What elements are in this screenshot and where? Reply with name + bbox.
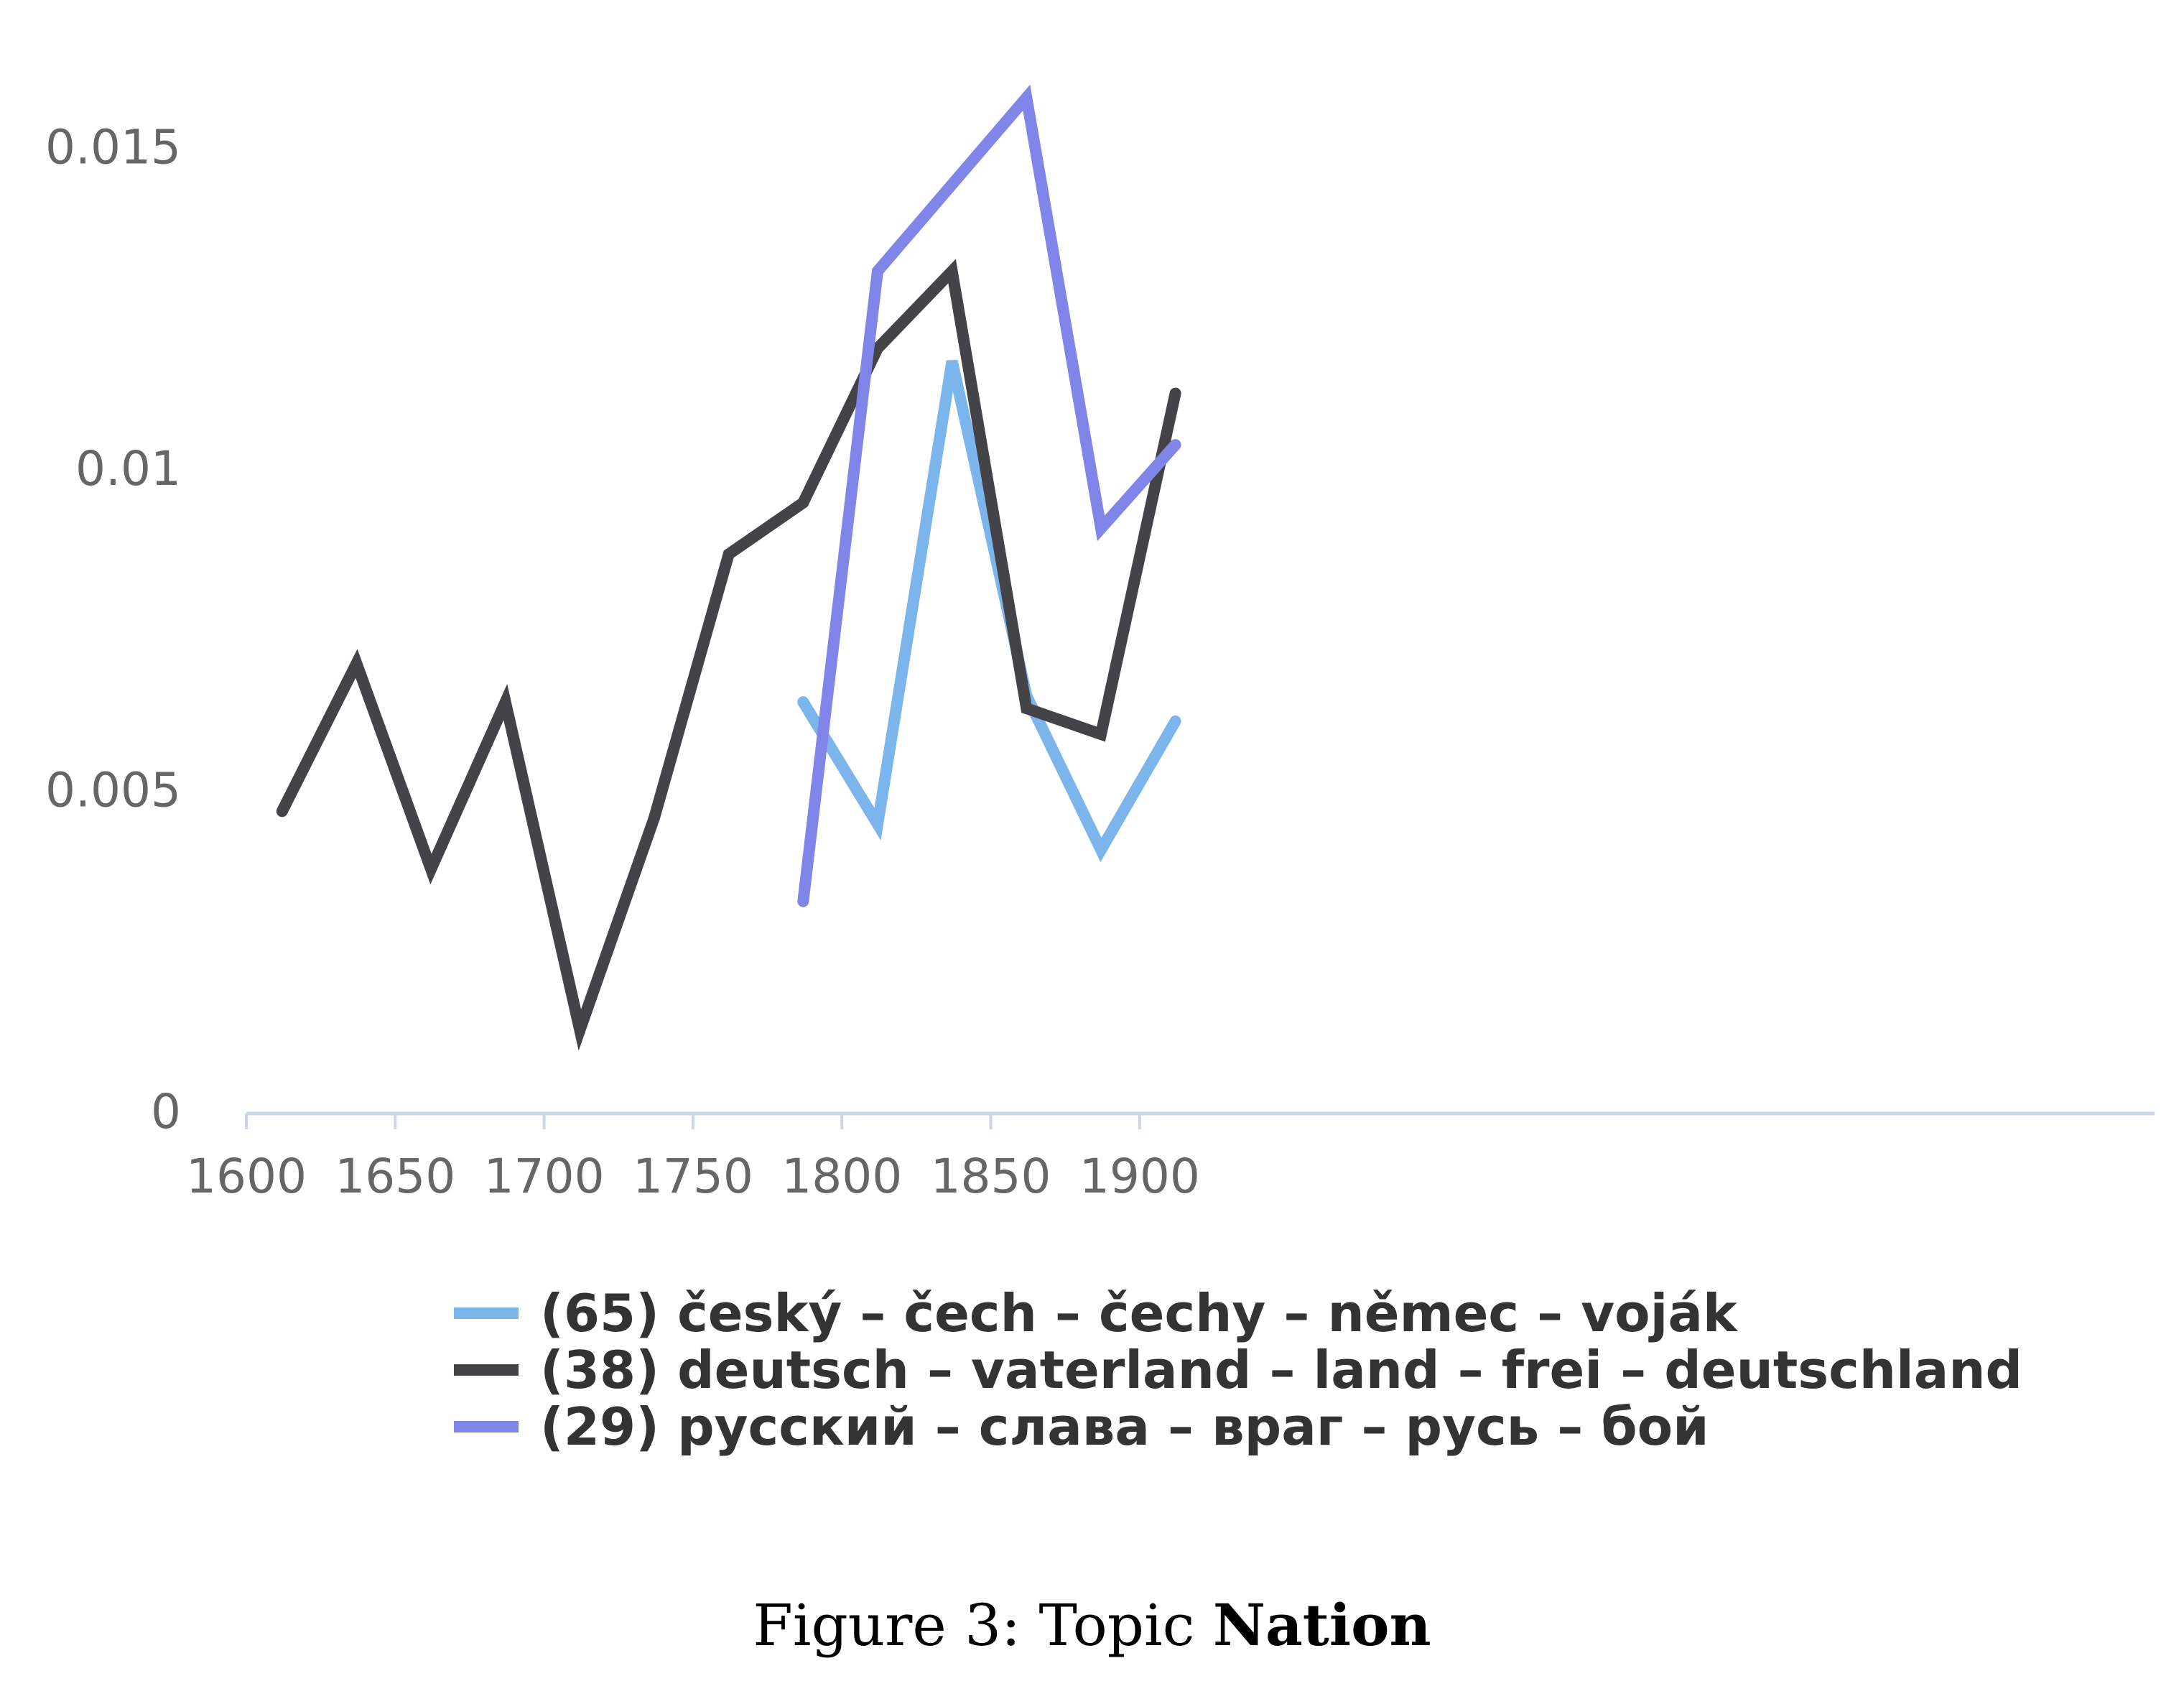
- legend-label: (65) český – čech – čechy – němec – vojá…: [540, 1283, 1739, 1343]
- series-line-2: [276, 259, 1181, 1051]
- x-tick-label: 1700: [484, 1149, 605, 1204]
- y-tick-label: 0.005: [45, 763, 181, 818]
- y-tick-label: 0.015: [45, 120, 181, 175]
- x-tick-label: 1750: [633, 1149, 753, 1204]
- y-tick-label: 0: [151, 1084, 181, 1139]
- caption-prefix: Figure 3: Topic: [753, 1592, 1213, 1659]
- y-axis-tick-labels: 0 0.005 0.01 0.015: [45, 120, 181, 1140]
- legend-label: (38) deutsch – vaterland – land – frei –…: [540, 1340, 2022, 1400]
- x-tick-label: 1800: [781, 1149, 902, 1204]
- x-tick-label: 1650: [335, 1149, 455, 1204]
- x-axis-ticks: [245, 1114, 1141, 1129]
- figure-caption: Figure 3: Topic Nation: [0, 1591, 2184, 1659]
- legend: (65) český – čech – čechy – němec – vojá…: [454, 1283, 2022, 1457]
- series-line-1: [797, 360, 1181, 863]
- series-lines: [276, 84, 1181, 1051]
- x-tick-label: 1600: [186, 1149, 307, 1204]
- x-axis-tick-labels: 1600 1650 1700 1750 1800 1850 1900: [186, 1149, 1200, 1204]
- x-tick-label: 1850: [931, 1149, 1051, 1204]
- x-tick-label: 1900: [1079, 1149, 1200, 1204]
- y-tick-label: 0.01: [75, 441, 181, 496]
- legend-label: (29) русский – слава – враг – русь – бой: [540, 1397, 1709, 1457]
- caption-topic-name: Nation: [1212, 1591, 1431, 1659]
